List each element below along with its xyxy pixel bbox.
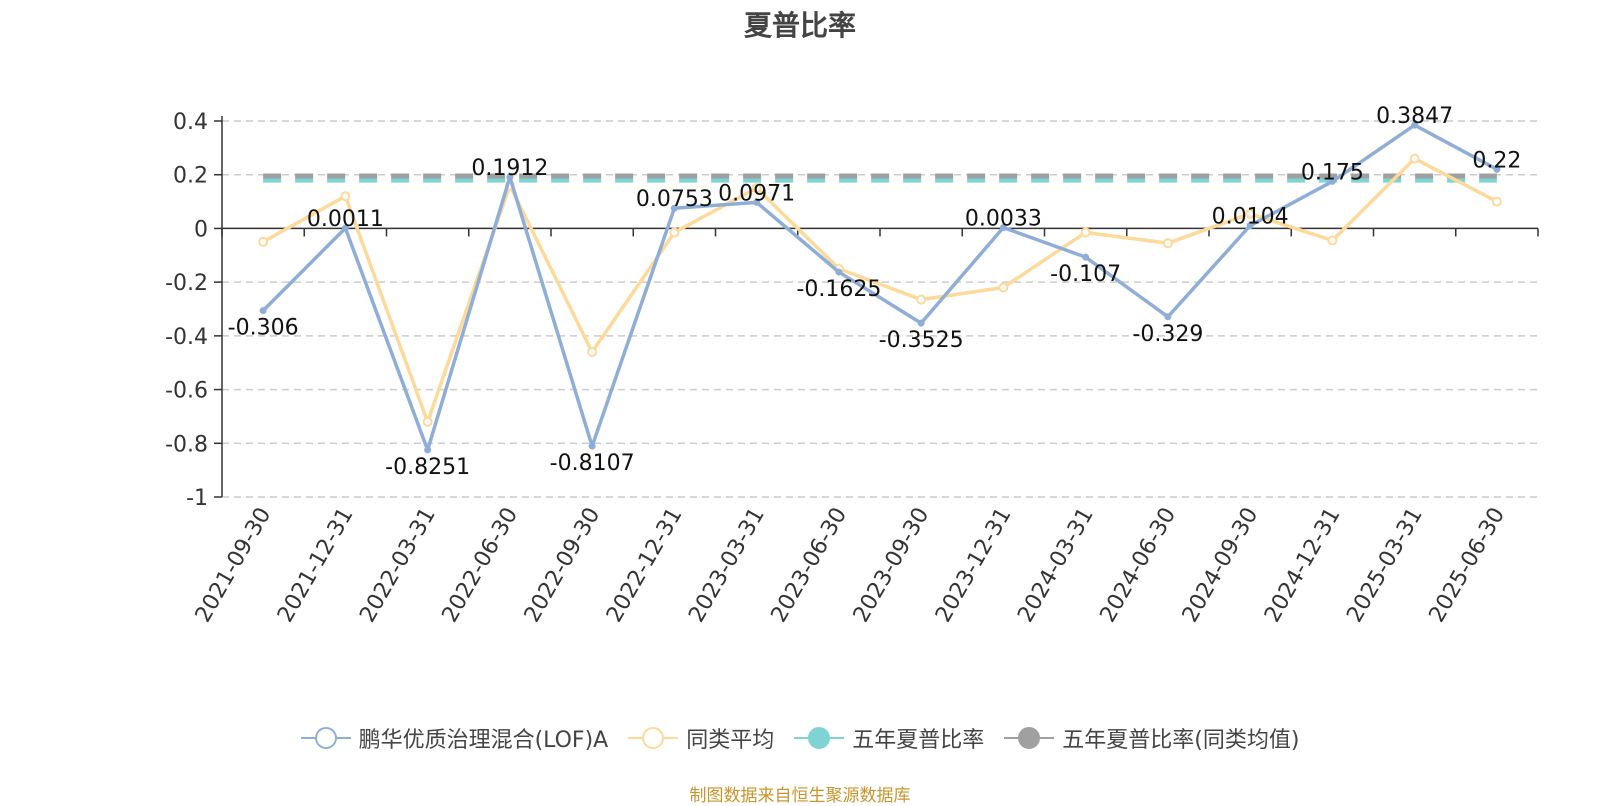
legend-label: 同类平均 bbox=[686, 728, 775, 753]
data-label: -0.3525 bbox=[879, 328, 964, 353]
data-label: -0.107 bbox=[1050, 262, 1121, 287]
fund-point bbox=[1082, 253, 1090, 261]
x-tick-label: 2024-03-31 bbox=[1013, 504, 1099, 627]
y-tick-label: 0.2 bbox=[173, 164, 208, 189]
legend-label: 鹏华优质治理混合(LOF)A bbox=[358, 728, 609, 753]
y-tick-label: 0 bbox=[194, 217, 208, 242]
x-tick-label: 2022-06-30 bbox=[437, 504, 523, 627]
legend-marker-icon bbox=[628, 727, 679, 749]
fund-point bbox=[1493, 165, 1501, 173]
data-label: 0.22 bbox=[1472, 148, 1521, 173]
legend-marker-icon bbox=[1004, 727, 1055, 749]
fund-point bbox=[424, 446, 432, 454]
fund-point bbox=[341, 224, 349, 232]
data-label: 0.3847 bbox=[1376, 104, 1453, 129]
data-label: 0.0753 bbox=[636, 187, 713, 212]
legend: 鹏华优质治理混合(LOF)A 同类平均 五年夏普比率 五年夏普比率(同类均值) bbox=[0, 722, 1600, 754]
data-label: -0.8251 bbox=[385, 455, 470, 480]
fund-point bbox=[1164, 313, 1172, 321]
peer-average-point bbox=[1245, 208, 1256, 219]
data-label: 0.1912 bbox=[471, 156, 548, 181]
x-tick-label: 2021-12-31 bbox=[273, 504, 359, 627]
y-tick-label: -0.6 bbox=[165, 379, 208, 404]
fund-point bbox=[588, 442, 596, 450]
fund-point bbox=[670, 204, 678, 212]
y-tick-label: -1 bbox=[186, 486, 208, 511]
y-tick-label: -0.4 bbox=[165, 325, 208, 350]
x-tick-label: 2025-03-31 bbox=[1342, 504, 1428, 627]
x-tick-label: 2022-12-31 bbox=[602, 504, 688, 627]
grid-lines bbox=[222, 120, 1538, 498]
fund-point bbox=[259, 307, 267, 315]
data-label: 0.0033 bbox=[965, 207, 1042, 232]
chart-title: 夏普比率 bbox=[743, 9, 856, 42]
x-tick-label: 2025-06-30 bbox=[1424, 504, 1510, 627]
source-note: 制图数据来自恒生聚源数据库 bbox=[689, 786, 911, 806]
x-tick-label: 2023-06-30 bbox=[766, 504, 852, 627]
peer-average-point bbox=[1491, 196, 1502, 207]
fund-point bbox=[999, 224, 1007, 232]
x-tick-label: 2023-09-30 bbox=[849, 504, 935, 627]
y-tick-label: -0.2 bbox=[165, 271, 208, 296]
data-label: 0.0011 bbox=[307, 207, 384, 232]
data-label: -0.1625 bbox=[796, 277, 881, 302]
x-tick-label: 2023-12-31 bbox=[931, 504, 1017, 627]
data-label: 0.0104 bbox=[1212, 205, 1289, 230]
fund-point bbox=[917, 319, 925, 327]
legend-marker-icon bbox=[300, 727, 351, 749]
fund-point bbox=[1246, 222, 1254, 230]
x-tick-label: 2023-03-31 bbox=[684, 504, 770, 627]
peer-average-point bbox=[1327, 235, 1338, 246]
axes: 0.4 0.2 0 -0.2 -0.4 -0.6 -0.8 -12021-09-302021-… bbox=[165, 110, 1539, 627]
legend-item-five-year-peer[interactable]: 五年夏普比率(同类均值) bbox=[1004, 722, 1299, 754]
peer-average-point bbox=[751, 183, 762, 194]
fund-point bbox=[835, 268, 843, 276]
legend-item-fund[interactable]: 鹏华优质治理混合(LOF)A bbox=[300, 722, 609, 754]
peer-average-point bbox=[258, 236, 269, 247]
fund-point bbox=[753, 198, 761, 206]
data-label: -0.329 bbox=[1132, 322, 1203, 347]
x-tick-label: 2021-09-30 bbox=[191, 504, 277, 627]
peer-average-point bbox=[669, 227, 680, 238]
peer-average-point bbox=[587, 346, 598, 357]
x-tick-label: 2024-12-31 bbox=[1260, 504, 1346, 627]
data-label: -0.8107 bbox=[550, 451, 635, 476]
fund-point bbox=[506, 173, 514, 181]
x-tick-label: 2022-03-31 bbox=[355, 504, 441, 627]
peer-average-point bbox=[1409, 153, 1420, 164]
peer-average-line bbox=[262, 156, 1498, 424]
fund-line bbox=[261, 123, 1498, 452]
peer-average-point bbox=[340, 191, 351, 202]
series-lines bbox=[258, 121, 1502, 454]
peer-average-point bbox=[1162, 238, 1173, 249]
y-tick-label: 0.4 bbox=[173, 110, 208, 135]
fund-point bbox=[1411, 121, 1419, 129]
peer-average-point bbox=[1080, 227, 1091, 238]
legend-item-five-year[interactable]: 五年夏普比率 bbox=[794, 722, 984, 754]
reference-lines bbox=[263, 173, 1497, 183]
x-tick-label: 2024-09-30 bbox=[1178, 504, 1264, 627]
x-tick-label: 2022-09-30 bbox=[520, 504, 606, 627]
peer-average-point bbox=[916, 294, 927, 305]
peer-average-point bbox=[998, 282, 1009, 293]
x-tick-label: 2024-06-30 bbox=[1095, 504, 1181, 627]
legend-label: 五年夏普比率 bbox=[852, 728, 985, 753]
peer-average-point bbox=[422, 416, 433, 427]
data-label: 0.175 bbox=[1301, 160, 1364, 185]
legend-label: 五年夏普比率(同类均值) bbox=[1062, 728, 1300, 753]
data-label: -0.306 bbox=[228, 316, 299, 341]
legend-marker-icon bbox=[794, 727, 845, 749]
fund-point bbox=[1328, 177, 1336, 185]
y-tick-label: -0.8 bbox=[165, 432, 208, 457]
data-label: 0.0971 bbox=[718, 181, 795, 206]
legend-item-peer-average[interactable]: 同类平均 bbox=[628, 722, 774, 754]
